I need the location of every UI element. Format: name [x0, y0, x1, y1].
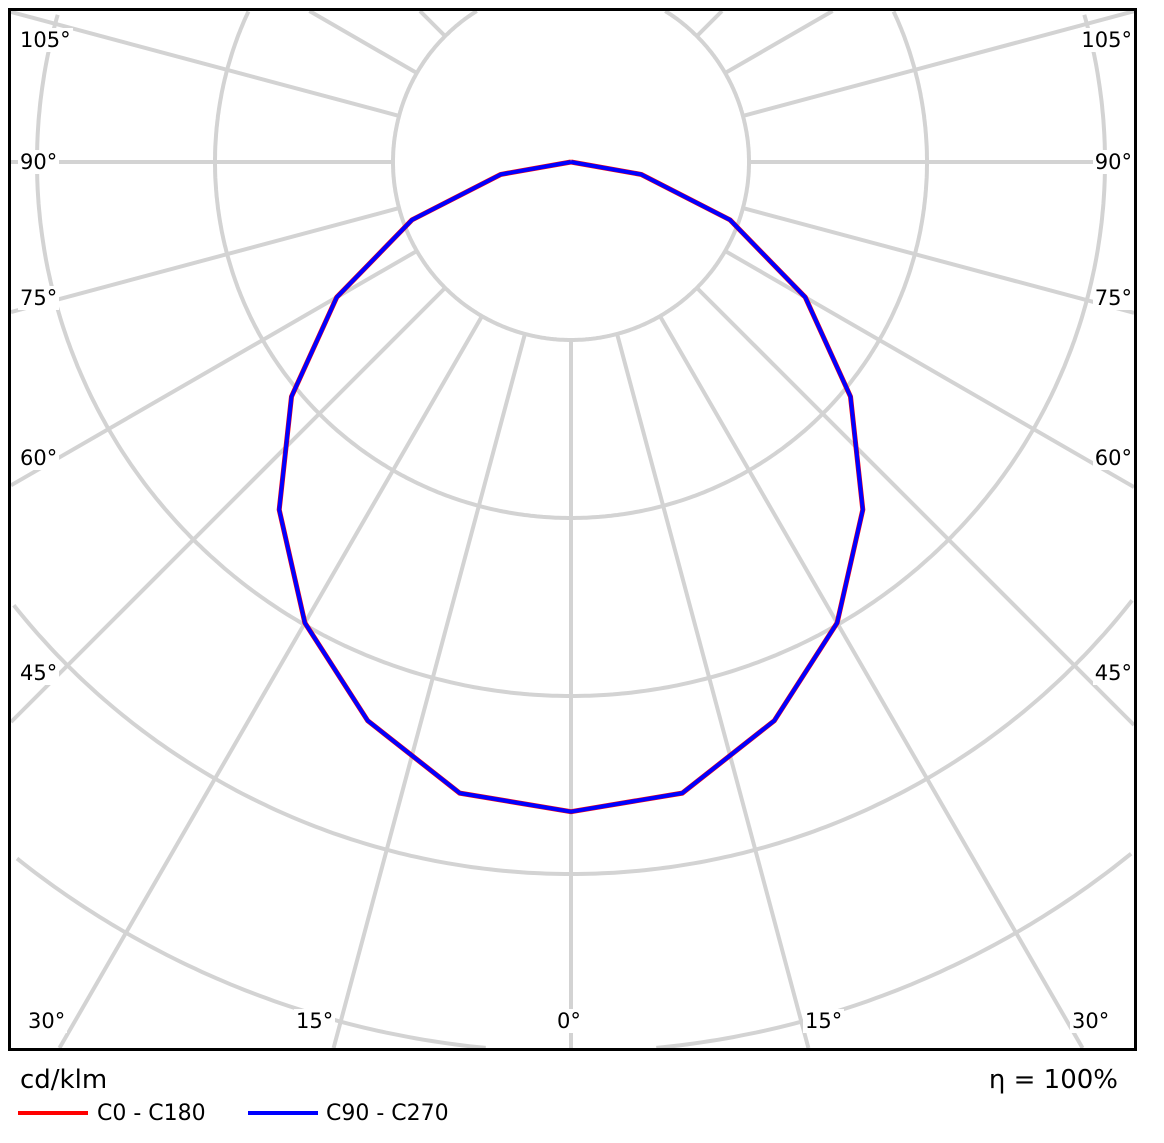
grid-ring [15, 852, 1133, 1050]
grid-radial-line [695, 286, 1136, 727]
grid-radial-line [742, 206, 1135, 315]
angle-label-right-60: 60° [1092, 446, 1134, 470]
grid-ring [35, 14, 1107, 698]
grid-ring [213, 10, 929, 520]
legend-label-c0-c180: C0 - C180 [97, 1101, 206, 1126]
efficiency-label: η = 100% [988, 1065, 1118, 1095]
angle-label-left-105: 105° [18, 28, 73, 52]
grid-radial-line [695, 9, 724, 38]
grid-ring [391, 9, 751, 342]
grid-radial-line [57, 315, 484, 1050]
grid-radial-line [724, 249, 1135, 489]
plot-frame [8, 8, 1137, 1051]
series-curve-1 [277, 160, 865, 814]
curves [276, 159, 866, 815]
angle-label-right-90: 90° [1092, 150, 1134, 174]
legend-swatch-c90-c270 [248, 1111, 318, 1115]
angle-label-left-45: 45° [18, 661, 60, 685]
angle-label-left-75: 75° [18, 286, 60, 310]
grid-radial-line [724, 9, 834, 75]
legend-label-c90-c270: C90 - C270 [326, 1101, 449, 1126]
angle-label-left-60: 60° [18, 446, 60, 470]
grid-radial-line [658, 315, 1085, 1050]
angle-label-right-75: 75° [1092, 286, 1134, 310]
grid-radial-line [9, 286, 447, 724]
angle-label-bottom-30-right: 30° [1070, 1009, 1112, 1033]
grid-radial-line [308, 9, 418, 75]
angle-label-bottom-15-left: 15° [294, 1009, 336, 1033]
grid-radial-line [331, 333, 527, 1049]
polar-grid [9, 9, 1136, 1050]
angle-label-bottom-0: 0° [555, 1009, 583, 1033]
grid-radial-line [10, 206, 400, 314]
angle-label-right-105: 105° [1079, 28, 1134, 52]
grid-radial-line [418, 9, 447, 38]
grid-radial-line [10, 10, 400, 118]
grid-radial-line [615, 333, 811, 1049]
angle-label-bottom-15-right: 15° [803, 1009, 845, 1033]
grid-radial-line [9, 249, 418, 488]
angle-label-right-45: 45° [1092, 661, 1134, 685]
angle-label-bottom-30-left: 30° [26, 1009, 68, 1033]
legend-swatch-c0-c180 [18, 1111, 88, 1115]
grid-ring [12, 599, 1134, 876]
grid-radial-line [742, 9, 1135, 118]
angle-label-left-90: 90° [18, 150, 60, 174]
unit-label: cd/klm [20, 1065, 108, 1095]
